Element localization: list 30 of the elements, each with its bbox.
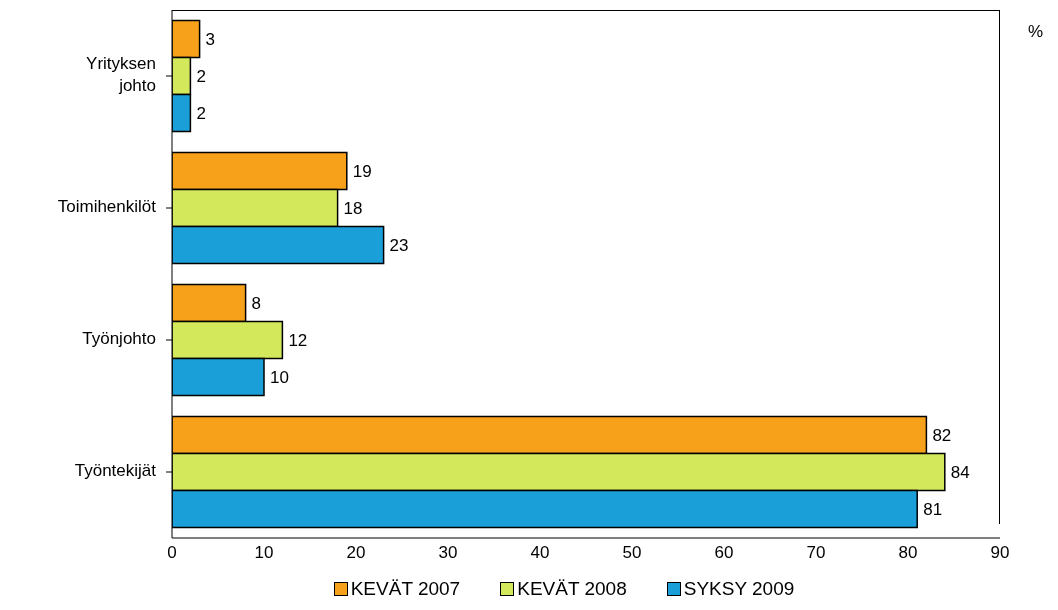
- x-tick-label: 30: [438, 543, 458, 563]
- legend-label: KEVÄT 2008: [516, 578, 627, 600]
- x-tick-label: 50: [622, 543, 642, 563]
- legend-label: KEVÄT 2007: [349, 578, 461, 600]
- data-label: 3: [205, 30, 216, 50]
- x-tick-label: 10: [254, 543, 274, 563]
- y-tick-label: Työnjohto: [82, 329, 156, 349]
- data-label: 8: [251, 294, 262, 314]
- text: %: [1028, 22, 1044, 42]
- y-tick-label: Yrityksen johto: [86, 54, 156, 96]
- x-tick-label: 80: [898, 543, 918, 563]
- data-label: 18: [343, 199, 363, 219]
- data-label: 82: [932, 426, 952, 446]
- data-label: 12: [288, 331, 308, 351]
- y-tick-label: Toimihenkilöt: [57, 197, 157, 217]
- data-label: 2: [196, 104, 206, 124]
- data-label: 2: [196, 67, 206, 87]
- data-label: 84: [950, 463, 970, 483]
- legend-label: SYKSY 2009: [682, 578, 795, 600]
- x-tick-label: 40: [530, 543, 550, 563]
- data-label: 10: [270, 368, 289, 388]
- x-tick-label: 60: [714, 543, 734, 563]
- x-tick-label: 70: [806, 543, 826, 563]
- data-label: 19: [352, 162, 372, 182]
- y-tick-label: Työntekijät: [74, 461, 157, 481]
- x-tick-label: 0: [167, 543, 177, 563]
- x-tick-label: 20: [346, 543, 366, 563]
- data-label: 23: [389, 236, 409, 256]
- x-tick-label: 90: [990, 543, 1010, 563]
- data-label: 81: [923, 500, 943, 520]
